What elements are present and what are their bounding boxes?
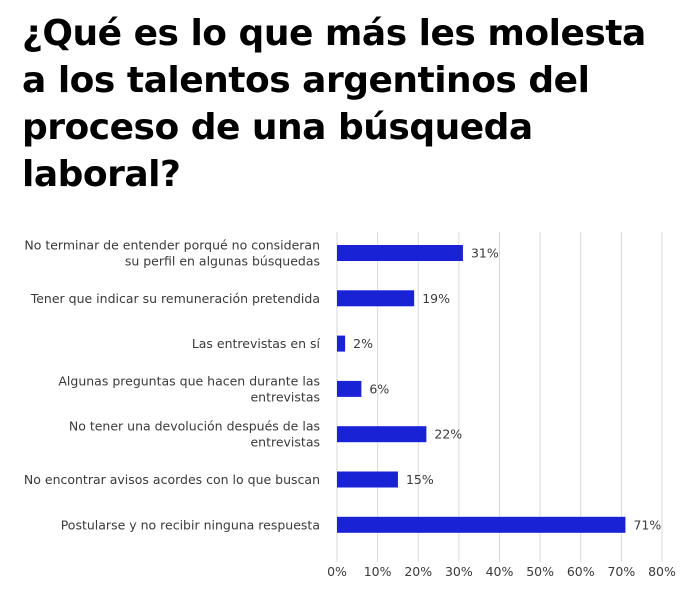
bar: [337, 380, 362, 397]
bar: [337, 245, 463, 261]
bar-value-label: 71%: [633, 517, 661, 532]
x-tick-label: 60%: [567, 564, 595, 579]
x-tick-label: 20%: [404, 564, 432, 579]
category-label: Postularse y no recibir ninguna respuest…: [61, 517, 320, 532]
x-tick-label: 10%: [364, 564, 392, 579]
bar-value-label: 19%: [422, 291, 450, 306]
x-tick-label: 0%: [327, 564, 347, 579]
bar: [337, 516, 626, 533]
category-label: No tener una devolución después de las en…: [69, 419, 320, 450]
category-label: Las entrevistas en sí: [192, 336, 321, 351]
value-labels: 31% 19% 2% 6% 22% 15% 71%: [353, 246, 661, 533]
bar: [337, 290, 415, 307]
category-label: No encontrar avisos acordes con lo que b…: [24, 472, 320, 487]
x-tick-label: 50%: [526, 564, 554, 579]
bar-value-label: 6%: [369, 381, 389, 396]
bar-value-label: 15%: [406, 472, 434, 487]
x-tick-label: 70%: [607, 564, 635, 579]
bar-value-label: 22%: [434, 427, 462, 442]
bar-value-label: 2%: [353, 336, 373, 351]
category-label: Tener que indicar su remuneración preten…: [30, 291, 320, 306]
bar: [337, 471, 398, 488]
chart-bars: [337, 245, 626, 533]
x-tick-label: 40%: [486, 564, 514, 579]
x-axis-tick-labels: 0% 10% 20% 30% 40% 50% 60% 70% 80%: [327, 564, 676, 579]
bar: [337, 426, 427, 443]
chart-gridlines: [336, 232, 663, 562]
x-tick-label: 30%: [445, 564, 473, 579]
category-label: Algunas preguntas que hacen durante las e…: [58, 373, 320, 404]
bar-value-label: 31%: [471, 246, 499, 261]
page-title: ¿Qué es lo que más les molesta a los tal…: [22, 13, 646, 195]
category-label: No terminar de entender porqué no consid…: [24, 238, 320, 269]
bar: [337, 335, 346, 352]
category-labels: No terminar de entender porqué no consid…: [24, 238, 321, 533]
x-tick-label: 80%: [648, 564, 676, 579]
